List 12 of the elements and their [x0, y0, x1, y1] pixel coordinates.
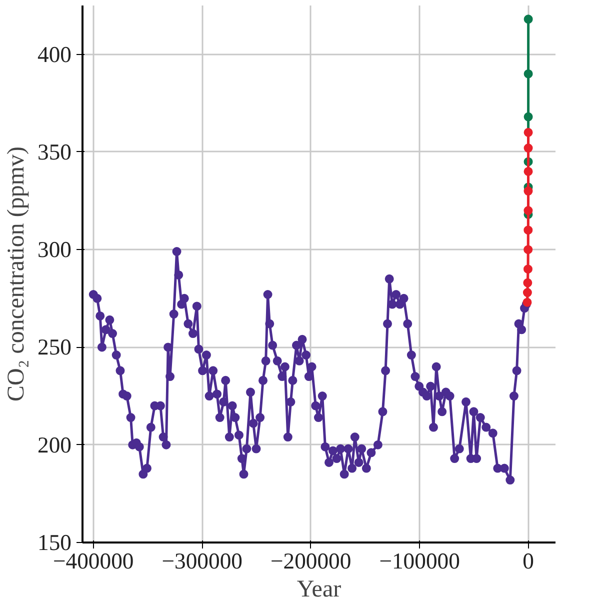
- x-tick-label: −200000: [270, 548, 352, 574]
- x-axis-title: Year: [296, 576, 342, 602]
- y-tick-label: 200: [38, 432, 72, 458]
- y-tick-label: 150: [38, 530, 72, 555]
- x-tick-label: 0: [522, 548, 534, 574]
- x-tick-label: −300000: [162, 548, 242, 574]
- y-tick-label: 350: [38, 139, 72, 164]
- y-tick-label: 250: [38, 334, 72, 360]
- x-tick-label: −100000: [379, 548, 460, 574]
- y-axis-title: CO₂ concentration (ppmv): [4, 146, 30, 402]
- y-tick-label: 300: [38, 237, 72, 262]
- y-tick-label: 400: [38, 42, 72, 67]
